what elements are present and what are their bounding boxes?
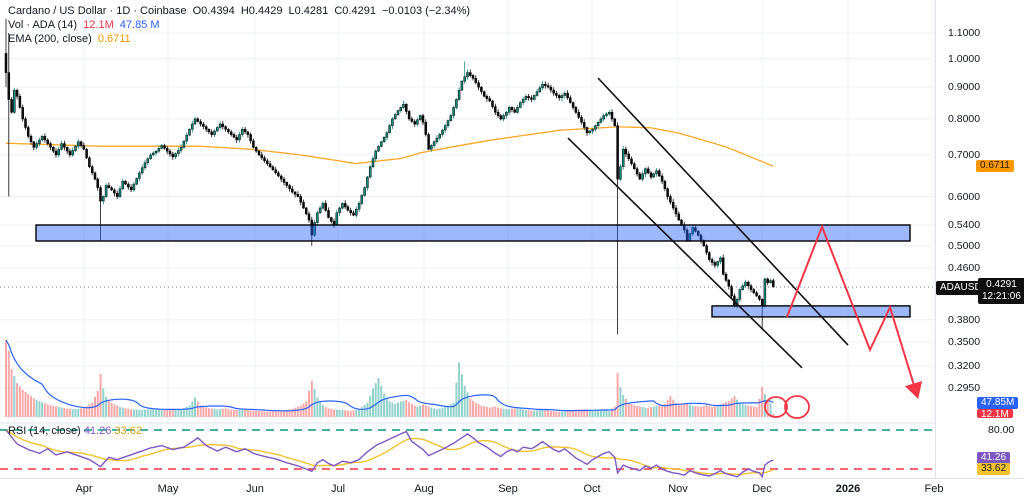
chart-svg <box>0 0 935 479</box>
ohlc-high: H0.4429 <box>240 5 283 17</box>
time-tick-label: Sep <box>498 483 518 495</box>
price-tick-label: 0.3800 <box>948 313 981 326</box>
symbol-price-label: ADAUSD <box>936 281 986 295</box>
last-price-badge: 0.4291 12:21:06 <box>978 278 1024 304</box>
price-tick-label: 0.2950 <box>948 382 981 395</box>
rsi-value: 41.26 <box>83 425 112 437</box>
price-tick-label: 0.6000 <box>948 190 981 203</box>
legend-symbol-row: Cardano / US Dollar · 1D · Coinbase O0.4… <box>8 4 473 18</box>
rsi-ma-value: 33.62 <box>114 425 142 437</box>
price-tick-label: 1.0000 <box>948 52 981 65</box>
volume-ma-value: 47.85 M <box>119 19 160 31</box>
rsi-upper-band-label: 80.00 <box>988 424 1015 436</box>
chart-canvas[interactable] <box>0 0 935 479</box>
time-tick-label: Aug <box>414 483 434 495</box>
volume-indicator-label: Vol · ADA (14) <box>8 19 78 31</box>
price-tick-label: 0.9000 <box>948 81 981 94</box>
time-tick-label: Apr <box>75 483 93 495</box>
ema-indicator-label: EMA (200, close) <box>8 33 92 45</box>
rsi-legend: RSI (14, close) 41.26 33.62 <box>8 425 142 437</box>
time-tick-label: Jul <box>330 483 346 495</box>
last-price-value: 0.4291 <box>986 279 1017 290</box>
time-tick-label: Dec <box>752 483 772 495</box>
ohlc-low: L0.4281 <box>288 5 329 17</box>
volume-ma-badge: 47.85M <box>977 397 1019 409</box>
ohlc-close: C0.4291 <box>334 5 376 17</box>
ema-value: 0.6711 <box>97 33 131 45</box>
time-axis[interactable]: Apr May Jun Jul Aug Sep Oct Nov Dec 2026 Feb <box>0 478 1024 498</box>
price-tick-label: 0.5000 <box>948 239 981 252</box>
bar-countdown: 12:21:06 <box>982 291 1021 302</box>
time-tick-label: Oct <box>583 483 601 495</box>
time-tick-label: Nov <box>668 483 688 495</box>
time-tick-label: Feb <box>924 483 944 495</box>
volume-badge: 12.1M <box>977 409 1013 418</box>
time-tick-label: 2026 <box>835 483 861 495</box>
ohlc-open: O0.4394 <box>192 5 235 17</box>
ohlc-change: −0.0103 (−2.34%) <box>382 5 471 17</box>
price-tick-label: 0.3500 <box>948 336 981 348</box>
price-tick-label: 0.8000 <box>948 112 981 125</box>
rsi-badge: 41.26 <box>977 452 1011 464</box>
price-tick-label: 0.5400 <box>948 219 981 231</box>
legend-ema-row: EMA (200, close) 0.6711 <box>8 32 473 46</box>
price-tick-label: 0.3200 <box>948 360 981 373</box>
rsi-indicator-label: RSI (14, close) <box>8 425 81 437</box>
time-tick-label: Jun <box>246 483 264 495</box>
time-tick-label: May <box>157 483 179 495</box>
price-tick-label: 1.1000 <box>948 27 981 39</box>
volume-value: 12.1M <box>83 19 114 31</box>
ema-price-badge: 0.6711 <box>976 160 1014 172</box>
rsi-ma-badge: 33.62 <box>977 463 1011 475</box>
symbol-title: Cardano / US Dollar · 1D · Coinbase <box>8 5 187 17</box>
price-tick-label: 0.7000 <box>948 148 981 161</box>
price-tick-label: 0.4600 <box>948 262 981 275</box>
legend-volume-row: Vol · ADA (14) 12.1M 47.85 M <box>8 18 473 32</box>
chart-legend: Cardano / US Dollar · 1D · Coinbase O0.4… <box>8 4 473 46</box>
